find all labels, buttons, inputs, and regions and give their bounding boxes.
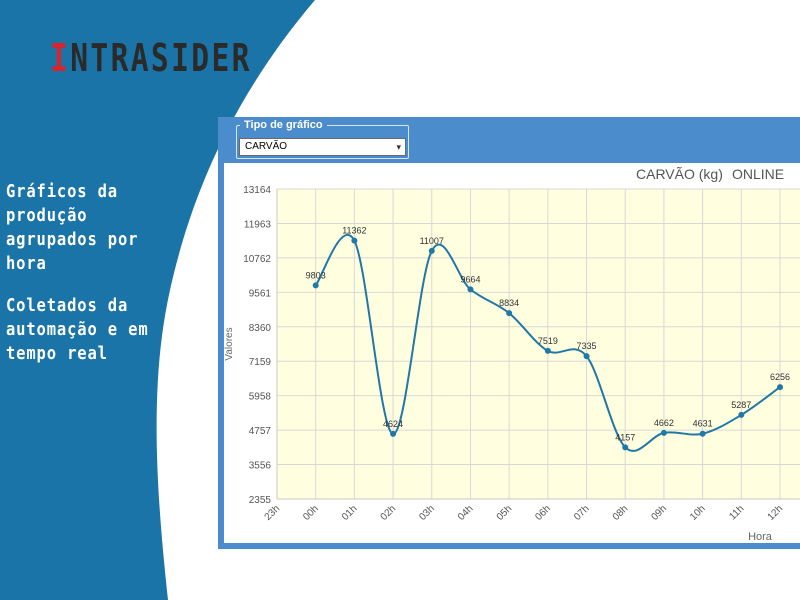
- x-tick-label: 06h: [533, 503, 553, 523]
- y-tick-label: 3556: [249, 461, 272, 472]
- data-point: [699, 430, 706, 437]
- line-chart: 2355 3556 4757 5958 7159 8360 9561 10762 11963 13…: [224, 166, 800, 543]
- chart-type-fieldset: Tipo de gráfico CARVÃO ▾: [236, 119, 409, 159]
- chart-type-select[interactable]: CARVÃO ▾: [239, 138, 406, 156]
- x-tick-label: 23h: [263, 503, 283, 523]
- data-point: [390, 430, 397, 437]
- chart-container: 2355 3556 4757 5958 7159 8360 9561 10762 11963 13…: [224, 163, 800, 543]
- data-label: 6256: [770, 372, 790, 382]
- x-tick-label: 09h: [649, 503, 669, 523]
- data-point: [777, 384, 783, 391]
- y-tick-label: 4757: [249, 426, 272, 437]
- x-tick-label: 03h: [417, 503, 437, 523]
- x-tick-label: 01h: [340, 503, 360, 523]
- data-point: [467, 286, 474, 293]
- y-tick-label: 13164: [243, 185, 271, 196]
- x-tick-label: 07h: [572, 503, 592, 523]
- x-axis-label: Hora: [748, 531, 773, 543]
- data-label: 4662: [654, 418, 674, 428]
- chart-type-selected: CARVÃO: [245, 141, 288, 152]
- x-tick-label: 04h: [456, 503, 476, 523]
- y-tick-label: 2355: [249, 495, 272, 506]
- x-tick-label: 12h: [766, 503, 786, 523]
- data-point: [544, 347, 551, 354]
- data-label: 4631: [693, 419, 713, 429]
- tagline-hourly-charts: Gráficos da produção agrupados por hora: [6, 181, 139, 274]
- x-tick-label: 08h: [611, 503, 631, 523]
- chart-title: CARVÃO (kg): [636, 166, 723, 182]
- data-point: [622, 444, 629, 451]
- data-point: [738, 411, 745, 418]
- y-tick-label: 10762: [243, 254, 271, 265]
- y-tick-label: 11963: [244, 219, 272, 230]
- chart-panel: Tipo de gráfico CARVÃO ▾ 2355 3556 4757 595…: [218, 117, 800, 549]
- data-label: 8834: [499, 298, 519, 308]
- chart-type-legend: Tipo de gráfico: [240, 119, 327, 131]
- x-tick-label: 00h: [301, 503, 321, 523]
- logo-rest: NTRASIDER: [70, 36, 252, 80]
- data-point: [351, 237, 358, 244]
- chart-status: ONLINE: [732, 166, 784, 182]
- y-tick-label: 8360: [249, 323, 272, 334]
- data-label: 11362: [342, 226, 366, 236]
- data-label: 4624: [383, 419, 403, 429]
- data-point: [428, 247, 435, 254]
- y-tick-label: 5958: [249, 392, 272, 403]
- x-tick-label: 10h: [688, 503, 708, 523]
- chevron-down-icon: ▾: [396, 142, 401, 152]
- y-tick-label: 7159: [249, 357, 272, 368]
- data-label: 5287: [731, 400, 751, 410]
- data-label: 7335: [577, 341, 597, 351]
- data-point: [660, 429, 667, 436]
- data-point: [583, 353, 590, 360]
- x-tick-label: 02h: [379, 503, 399, 523]
- intrasider-logo: INTRASIDER: [50, 36, 252, 80]
- y-tick-label: 9561: [249, 288, 272, 299]
- data-label: 4157: [615, 432, 635, 442]
- data-label: 9664: [460, 274, 480, 284]
- data-point: [312, 282, 319, 289]
- tagline-realtime: Coletados da automação e em tempo real: [6, 295, 149, 364]
- y-axis-label: Valores: [224, 327, 235, 360]
- x-tick-label: 05h: [495, 503, 515, 523]
- data-label: 7519: [538, 336, 558, 346]
- x-tick-label: 11h: [727, 503, 746, 522]
- data-label: 11007: [420, 236, 444, 246]
- logo-first-letter: I: [50, 36, 71, 80]
- data-label: 9803: [306, 270, 326, 280]
- series-line: [314, 233, 781, 452]
- data-point: [506, 310, 513, 317]
